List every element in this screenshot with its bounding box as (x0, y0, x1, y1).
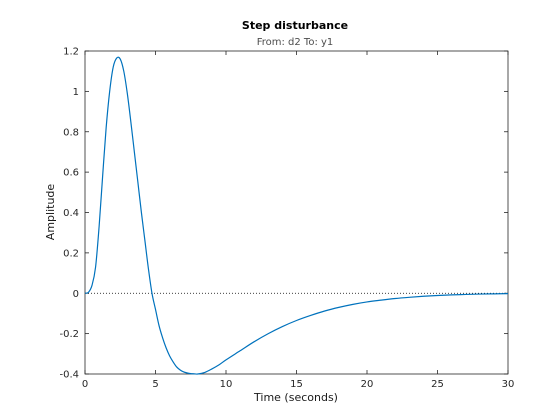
y-tick-label: -0.2 (59, 329, 79, 340)
y-tick-label: -0.4 (59, 370, 79, 381)
chart-title: Step disturbance (242, 19, 348, 32)
y-tick-label: 1.2 (63, 47, 79, 58)
x-tick-label: 25 (431, 379, 444, 390)
x-tick-label: 0 (82, 379, 88, 390)
x-tick-label: 30 (502, 379, 515, 390)
y-tick-label: 0 (73, 289, 79, 300)
y-tick-label: 0.8 (63, 127, 79, 138)
y-tick-label: 0.6 (63, 168, 79, 179)
x-tick-label: 15 (290, 379, 303, 390)
y-tick-label: 0.4 (63, 208, 79, 219)
step-response-line (84, 56, 509, 375)
y-tick-label: 1 (73, 87, 79, 98)
x-axis-label: Time (seconds) (253, 391, 338, 404)
x-tick-label: 20 (361, 379, 374, 390)
y-axis-label: Amplitude (44, 184, 57, 241)
chart-subtitle: From: d2 To: y1 (257, 37, 334, 48)
tick-labels: 0 5 10 15 20 25 30 -0.4 -0.2 0 0.2 0.4 0.6 0.8 1 1.2 (59, 47, 514, 391)
plot-area (84, 50, 509, 375)
x-tick-label: 5 (152, 379, 158, 390)
x-tick-label: 10 (220, 379, 233, 390)
y-tick-label: 0.2 (63, 248, 79, 259)
